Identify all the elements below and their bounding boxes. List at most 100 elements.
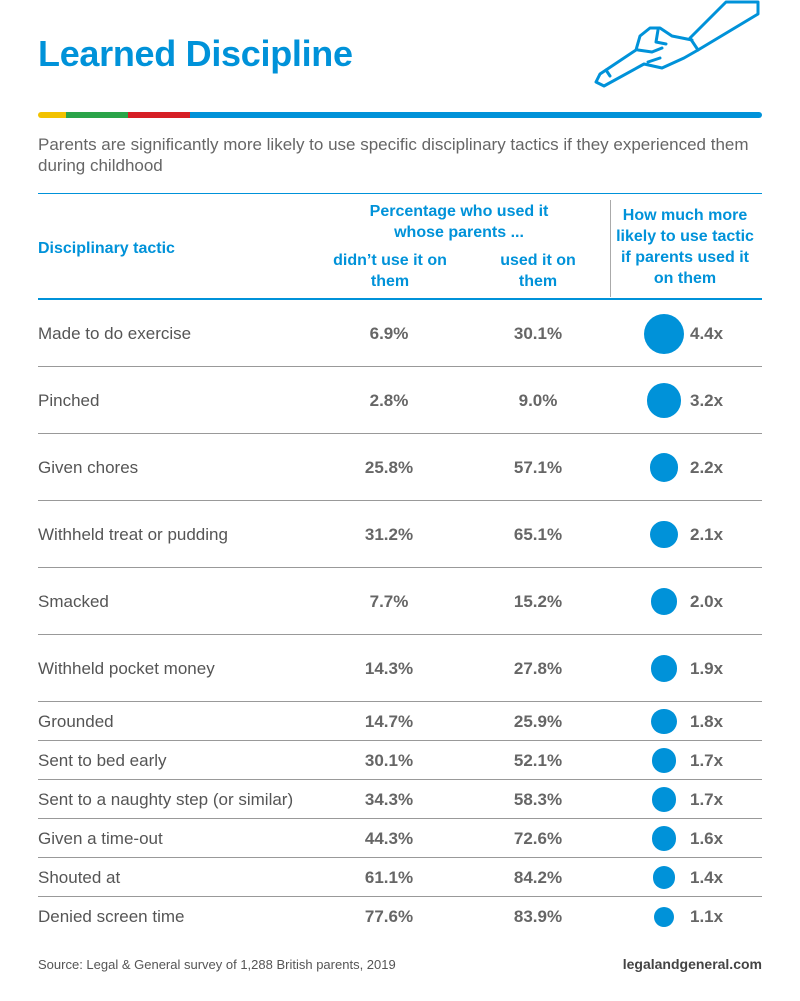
row-divider bbox=[38, 779, 762, 780]
likelihood-dot bbox=[650, 520, 678, 549]
value-didnt-use: 14.7% bbox=[364, 711, 414, 731]
likelihood-value: 1.8x bbox=[690, 711, 724, 731]
tactic-label: Given a time-out bbox=[38, 828, 163, 848]
tactic-label: Shouted at bbox=[38, 867, 121, 887]
value-used: 84.2% bbox=[513, 867, 563, 887]
subtitle: Parents are significantly more likely to… bbox=[38, 135, 749, 175]
tactic-label: Given chores bbox=[38, 457, 139, 477]
value-used: 65.1% bbox=[513, 524, 563, 544]
color-stripe-red bbox=[128, 112, 190, 118]
value-didnt-use: 61.1% bbox=[364, 867, 414, 887]
row-divider bbox=[38, 433, 762, 434]
value-used: 72.6% bbox=[513, 828, 563, 848]
likelihood-dot-cell bbox=[634, 434, 694, 501]
table-row: Pinched 2.8% 9.0% 3.2x bbox=[38, 367, 762, 434]
likelihood-dot-cell bbox=[634, 819, 694, 858]
value-used: 27.8% bbox=[513, 658, 563, 678]
page-title: Learned Discipline bbox=[38, 33, 353, 74]
likelihood-value: 1.1x bbox=[690, 906, 724, 926]
value-used: 57.1% bbox=[513, 457, 563, 477]
value-didnt-use: 2.8% bbox=[369, 390, 409, 410]
header-bottom-rule bbox=[38, 298, 762, 300]
likelihood-value: 1.6x bbox=[690, 828, 724, 848]
row-divider bbox=[38, 701, 762, 702]
tactic-label: Sent to a naughty step (or similar) bbox=[38, 789, 294, 809]
value-didnt-use: 34.3% bbox=[364, 789, 414, 809]
likelihood-dot bbox=[652, 866, 676, 889]
likelihood-value: 1.4x bbox=[690, 867, 724, 887]
header-separator bbox=[610, 200, 611, 297]
likelihood-dot-cell bbox=[634, 300, 694, 367]
likelihood-dot-cell bbox=[634, 897, 694, 936]
source-note: Source: Legal & General survey of 1,288 … bbox=[38, 957, 396, 972]
likelihood-dot bbox=[650, 655, 678, 682]
tactic-label: Grounded bbox=[38, 711, 114, 731]
color-stripe-yellow bbox=[38, 112, 66, 118]
table-row: Sent to bed early 30.1% 52.1% 1.7x bbox=[38, 741, 762, 780]
value-used: 83.9% bbox=[513, 906, 563, 926]
likelihood-dot bbox=[650, 588, 678, 615]
likelihood-dot-cell bbox=[634, 741, 694, 780]
likelihood-dot bbox=[651, 787, 677, 812]
likelihood-dot-cell bbox=[634, 858, 694, 897]
value-didnt-use: 31.2% bbox=[364, 524, 414, 544]
value-didnt-use: 14.3% bbox=[364, 658, 414, 678]
row-divider bbox=[38, 366, 762, 367]
table-row: Smacked 7.7% 15.2% 2.0x bbox=[38, 568, 762, 635]
tactic-label: Smacked bbox=[38, 591, 109, 611]
value-didnt-use: 25.8% bbox=[364, 457, 414, 477]
value-used: 25.9% bbox=[513, 711, 563, 731]
likelihood-value: 2.0x bbox=[690, 591, 724, 611]
table-row: Given chores 25.8% 57.1% 2.2x bbox=[38, 434, 762, 501]
value-used: 30.1% bbox=[513, 323, 563, 343]
color-stripe-green bbox=[66, 112, 128, 118]
value-didnt-use: 77.6% bbox=[364, 906, 414, 926]
likelihood-dot-cell bbox=[634, 367, 694, 434]
likelihood-dot-cell bbox=[634, 568, 694, 635]
likelihood-dot bbox=[651, 708, 677, 735]
value-used: 52.1% bbox=[513, 750, 563, 770]
row-divider bbox=[38, 634, 762, 635]
color-stripe bbox=[38, 112, 762, 118]
likelihood-value: 2.2x bbox=[690, 457, 724, 477]
tactic-label: Withheld pocket money bbox=[38, 658, 215, 678]
likelihood-dot bbox=[651, 748, 677, 773]
value-didnt-use: 6.9% bbox=[369, 323, 409, 343]
row-divider bbox=[38, 818, 762, 819]
likelihood-dot bbox=[651, 826, 677, 851]
tactic-label: Pinched bbox=[38, 390, 100, 410]
table-row: Denied screen time 77.6% 83.9% 1.1x bbox=[38, 897, 762, 936]
table-row: Made to do exercise 6.9% 30.1% 4.4x bbox=[38, 300, 762, 367]
likelihood-dot-cell bbox=[634, 702, 694, 741]
likelihood-dot bbox=[644, 313, 684, 354]
row-divider bbox=[38, 500, 762, 501]
likelihood-value: 4.4x bbox=[690, 323, 724, 343]
likelihood-value: 1.7x bbox=[690, 789, 724, 809]
header-used: used it on them bbox=[500, 252, 576, 290]
value-used: 58.3% bbox=[513, 789, 563, 809]
likelihood-dot bbox=[649, 453, 679, 482]
table-row: Given a time-out 44.3% 72.6% 1.6x bbox=[38, 819, 762, 858]
site-link[interactable]: legalandgeneral.com bbox=[622, 956, 762, 972]
row-divider bbox=[38, 896, 762, 897]
table-row: Withheld pocket money 14.3% 27.8% 1.9x bbox=[38, 635, 762, 702]
tactic-label: Withheld treat or pudding bbox=[38, 524, 228, 544]
likelihood-value: 1.7x bbox=[690, 750, 724, 770]
value-didnt-use: 7.7% bbox=[369, 591, 409, 611]
likelihood-value: 3.2x bbox=[690, 390, 724, 410]
header-likelihood: How much more likely to use tactic if pa… bbox=[616, 207, 754, 287]
table-row: Grounded 14.7% 25.9% 1.8x bbox=[38, 702, 762, 741]
likelihood-dot-cell bbox=[634, 501, 694, 568]
likelihood-value: 1.9x bbox=[690, 658, 724, 678]
table-row: Sent to a naughty step (or similar) 34.3%… bbox=[38, 780, 762, 819]
likelihood-dot bbox=[646, 383, 682, 418]
row-divider bbox=[38, 740, 762, 741]
header-tactic: Disciplinary tactic bbox=[38, 240, 175, 257]
tactic-label: Sent to bed early bbox=[38, 750, 167, 770]
header-didnt-use: didn’t use it on them bbox=[333, 252, 447, 290]
row-divider bbox=[38, 857, 762, 858]
likelihood-value: 2.1x bbox=[690, 524, 724, 544]
color-stripe-blue bbox=[190, 112, 762, 118]
likelihood-dot bbox=[654, 906, 674, 927]
header-group: Percentage who used it whose parents ... bbox=[369, 203, 549, 241]
